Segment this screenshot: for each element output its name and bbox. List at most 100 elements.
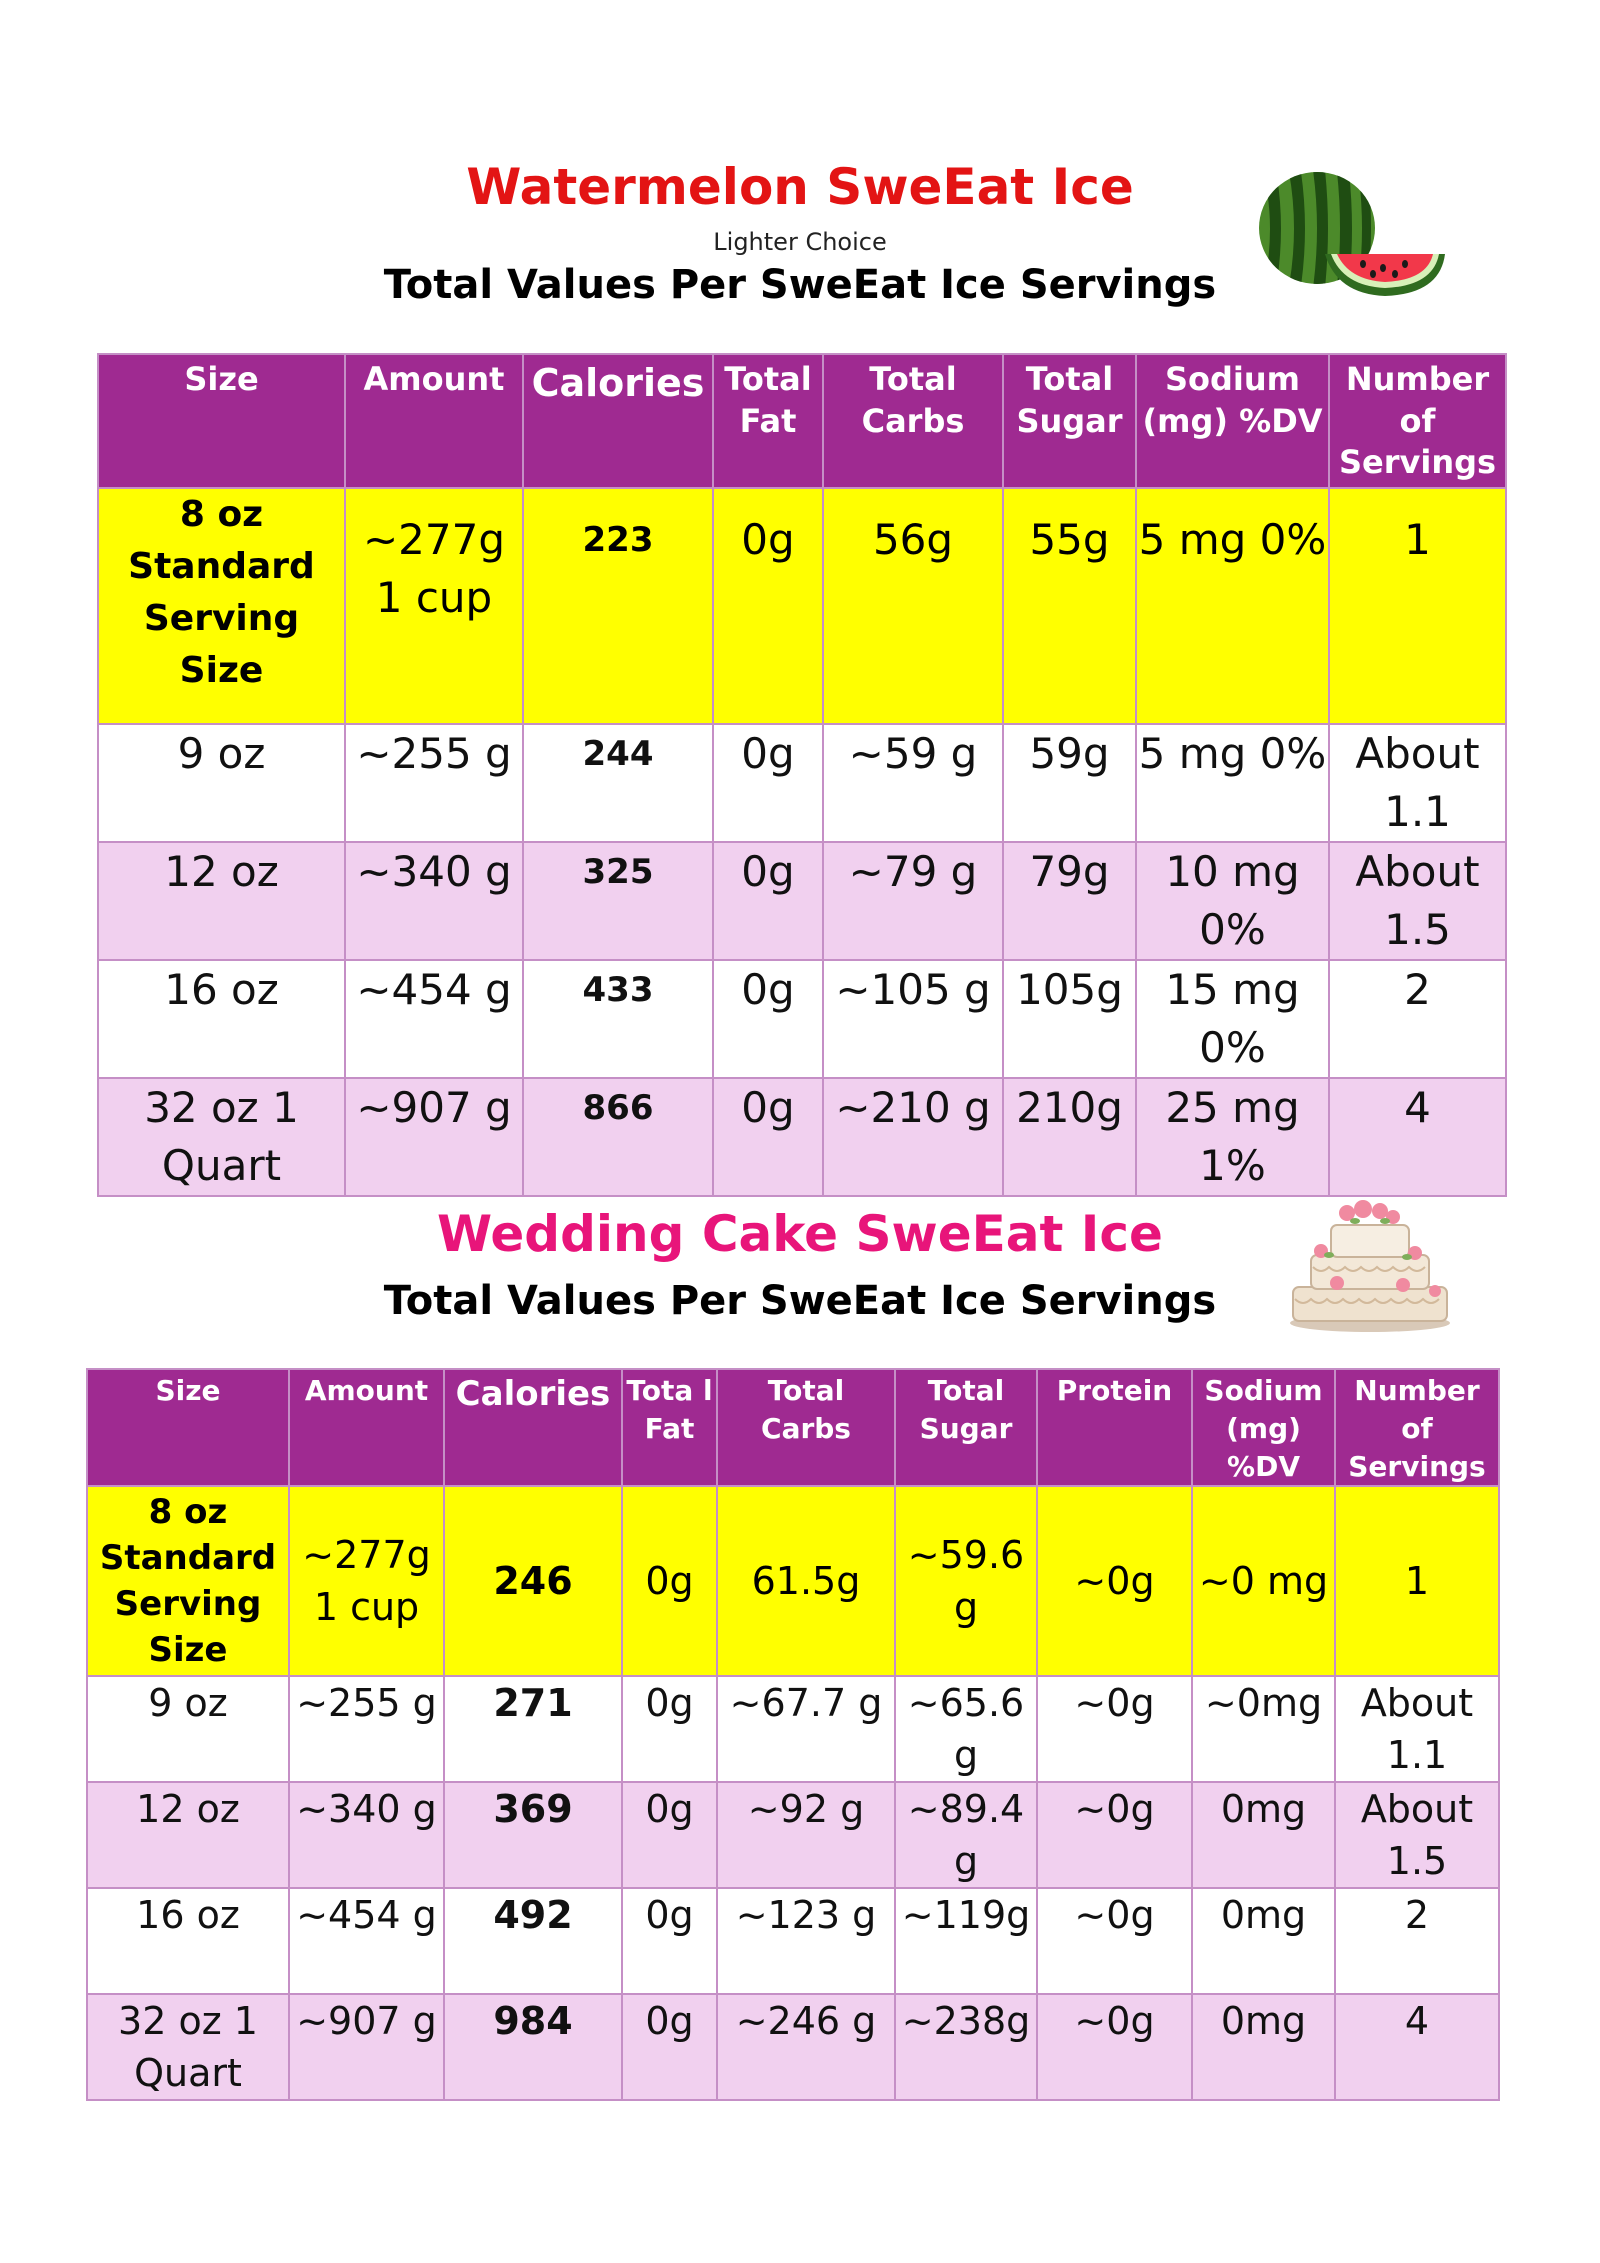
column-header: Number of Servings [1328, 353, 1507, 489]
calories-cell: 325 [522, 841, 714, 961]
amount-cell: ~907 g [288, 1993, 445, 2102]
sugar-cell: 79g [1002, 841, 1137, 961]
column-header: Number of Servings [1334, 1367, 1500, 1488]
size-cell: 32 oz 1 Quart [97, 1077, 346, 1197]
calories-cell: 984 [443, 1993, 623, 2102]
column-header: Amount [344, 353, 524, 489]
carbs-cell: ~105 g [822, 959, 1004, 1079]
size-cell: 8 oz Standard Serving Size [86, 1485, 290, 1678]
sugar-cell: 59g [1002, 723, 1137, 843]
sodium-cell: ~0 mg [1191, 1485, 1336, 1678]
sodium-cell: 0mg [1191, 1993, 1336, 2102]
table-row: 12 oz ~340 g 325 0g ~79 g 79g 10 mg 0% A… [97, 841, 1507, 961]
size-cell: 16 oz [97, 959, 346, 1079]
table-row: 16 oz ~454 g 433 0g ~105 g 105g 15 mg 0%… [97, 959, 1507, 1079]
wedding-cake-header-row: Size Amount Calories Tota l Fat Total Ca… [86, 1367, 1500, 1488]
calories-cell: 369 [443, 1781, 623, 1890]
table-row: 32 oz 1 Quart ~907 g 984 0g ~246 g ~238g… [86, 1993, 1500, 2102]
size-cell: 8 oz Standard Serving Size [97, 487, 346, 725]
sodium-cell: 5 mg 0% [1135, 487, 1330, 725]
protein-cell: ~0g [1036, 1485, 1193, 1678]
table-row: 16 oz ~454 g 492 0g ~123 g ~119g ~0g 0mg… [86, 1887, 1500, 1996]
column-header: Total Sugar [1002, 353, 1137, 489]
carbs-cell: 61.5g [716, 1485, 896, 1678]
column-header: Sodium (mg) %DV [1135, 353, 1330, 489]
table-row: 9 oz ~255 g 271 0g ~67.7 g ~65.6 g ~0g ~… [86, 1675, 1500, 1784]
protein-cell: ~0g [1036, 1993, 1193, 2102]
column-header: Calories [443, 1367, 623, 1488]
carbs-cell: ~92 g [716, 1781, 896, 1890]
column-header: Total Carbs [716, 1367, 896, 1488]
sodium-cell: 15 mg 0% [1135, 959, 1330, 1079]
watermelon-title: Watermelon SweEat Ice [466, 158, 1134, 216]
carbs-cell: ~210 g [822, 1077, 1004, 1197]
watermelon-heading: Total Values Per SweEat Ice Servings [383, 262, 1217, 308]
column-header: Tota l Fat [621, 1367, 718, 1488]
carbs-cell: ~67.7 g [716, 1675, 896, 1784]
carbs-cell: 56g [822, 487, 1004, 725]
sodium-cell: 10 mg 0% [1135, 841, 1330, 961]
watermelon-nutrition-table: Size Amount Calories Total Fat Total Car… [97, 353, 1507, 1197]
wedding-cake-title: Wedding Cake SweEat Ice [437, 1205, 1163, 1263]
amount-cell: ~907 g [344, 1077, 524, 1197]
sodium-cell: ~0mg [1191, 1675, 1336, 1784]
watermelon-subtitle: Lighter Choice [713, 228, 887, 256]
servings-cell: About 1.1 [1334, 1675, 1500, 1784]
column-header: Total Fat [712, 353, 824, 489]
sugar-cell: ~238g [894, 1993, 1038, 2102]
carbs-cell: ~246 g [716, 1993, 896, 2102]
column-header: Sodium (mg) %DV [1191, 1367, 1336, 1488]
wedding-cake-nutrition-table: Size Amount Calories Tota l Fat Total Ca… [86, 1367, 1500, 2102]
fat-cell: 0g [621, 1781, 718, 1890]
column-header: Calories [522, 353, 714, 489]
size-cell: 32 oz 1 Quart [86, 1993, 290, 2102]
calories-cell: 492 [443, 1887, 623, 1996]
sugar-cell: ~65.6 g [894, 1675, 1038, 1784]
table-row: 8 oz Standard Serving Size ~277g 1 cup 2… [97, 487, 1507, 725]
servings-cell: About 1.5 [1328, 841, 1507, 961]
size-cell: 16 oz [86, 1887, 290, 1996]
column-header: Total Sugar [894, 1367, 1038, 1488]
protein-cell: ~0g [1036, 1887, 1193, 1996]
amount-cell: ~340 g [288, 1781, 445, 1890]
sodium-cell: 25 mg 1% [1135, 1077, 1330, 1197]
size-cell: 9 oz [97, 723, 346, 843]
size-cell: 9 oz [86, 1675, 290, 1784]
sodium-cell: 5 mg 0% [1135, 723, 1330, 843]
servings-cell: 4 [1328, 1077, 1507, 1197]
carbs-cell: ~79 g [822, 841, 1004, 961]
calories-cell: 433 [522, 959, 714, 1079]
fat-cell: 0g [712, 723, 824, 843]
fat-cell: 0g [621, 1675, 718, 1784]
amount-cell: ~255 g [288, 1675, 445, 1784]
table-row: 32 oz 1 Quart ~907 g 866 0g ~210 g 210g … [97, 1077, 1507, 1197]
table-row: 12 oz ~340 g 369 0g ~92 g ~89.4 g ~0g 0m… [86, 1781, 1500, 1890]
sugar-cell: ~89.4 g [894, 1781, 1038, 1890]
wedding-cake-heading: Total Values Per SweEat Ice Servings [383, 1278, 1217, 1324]
column-header: Size [86, 1367, 290, 1488]
amount-cell: ~454 g [344, 959, 524, 1079]
servings-cell: 1 [1328, 487, 1507, 725]
servings-cell: About 1.5 [1334, 1781, 1500, 1890]
calories-cell: 866 [522, 1077, 714, 1197]
calories-cell: 223 [522, 487, 714, 725]
table-row: 8 oz Standard Serving Size ~277g 1 cup 2… [86, 1485, 1500, 1678]
column-header: Protein [1036, 1367, 1193, 1488]
column-header: Amount [288, 1367, 445, 1488]
sugar-cell: ~119g [894, 1887, 1038, 1996]
servings-cell: 2 [1328, 959, 1507, 1079]
amount-cell: ~340 g [344, 841, 524, 961]
size-cell: 12 oz [97, 841, 346, 961]
column-header: Size [97, 353, 346, 489]
sugar-cell: 105g [1002, 959, 1137, 1079]
fat-cell: 0g [621, 1485, 718, 1678]
calories-cell: 244 [522, 723, 714, 843]
sugar-cell: ~59.6 g [894, 1485, 1038, 1678]
fat-cell: 0g [712, 841, 824, 961]
carbs-cell: ~123 g [716, 1887, 896, 1996]
fat-cell: 0g [621, 1993, 718, 2102]
calories-cell: 246 [443, 1485, 623, 1678]
sodium-cell: 0mg [1191, 1781, 1336, 1890]
calories-cell: 271 [443, 1675, 623, 1784]
fat-cell: 0g [712, 1077, 824, 1197]
